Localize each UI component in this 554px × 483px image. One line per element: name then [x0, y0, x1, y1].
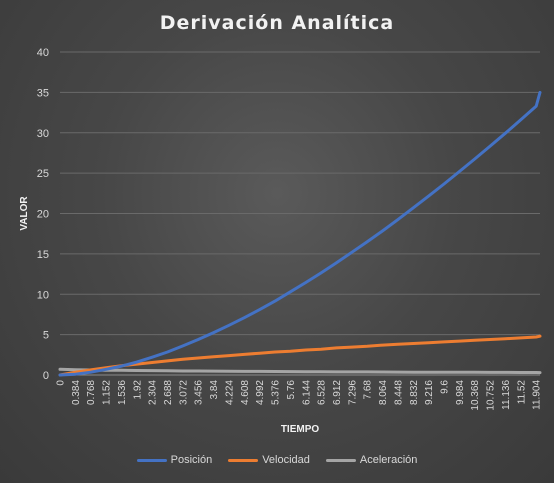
- x-tick-label: 6.144: [301, 380, 312, 405]
- x-tick-label: 4.992: [255, 380, 266, 405]
- x-tick-label: 5.376: [271, 380, 282, 405]
- x-tick-label: 10.368: [470, 380, 481, 411]
- x-tick-label: 8.064: [378, 380, 389, 405]
- x-tick-label: 2.688: [163, 380, 174, 405]
- y-tick-label: 5: [43, 330, 49, 342]
- chart-legend: Posición Velocidad Aceleración: [0, 454, 554, 466]
- x-tick-label: 11.136: [501, 380, 512, 410]
- legend-label: Velocidad: [262, 454, 310, 466]
- x-tick-label: 1.152: [102, 380, 113, 405]
- legend-entry: Velocidad: [228, 454, 310, 466]
- x-tick-label: 8.832: [409, 380, 420, 405]
- series-line-aceleración: [58, 367, 542, 375]
- x-tick-label: 3.072: [178, 380, 189, 405]
- y-tick-label: 30: [37, 128, 49, 140]
- y-tick-label: 20: [37, 209, 49, 221]
- x-tick-label: 3.84: [209, 380, 220, 400]
- x-tick-label: 4.608: [240, 380, 251, 405]
- chart-title: Derivación Analítica: [159, 12, 395, 34]
- series-line-posición: [58, 90, 542, 377]
- x-tick-label: 7.68: [363, 380, 374, 400]
- x-tick-label: 11.904: [532, 380, 543, 410]
- y-tick-label: 25: [37, 168, 49, 180]
- x-tick-label: 5.76: [286, 380, 297, 400]
- legend-label: Aceleración: [359, 454, 418, 466]
- y-tick-label: 35: [37, 87, 49, 99]
- legend-swatch: [228, 458, 259, 462]
- x-tick-label: 4.224: [224, 380, 235, 405]
- legend-label: Posición: [170, 454, 213, 466]
- x-tick-label: 8.448: [393, 380, 404, 405]
- x-tick-label: 11.52: [516, 380, 527, 405]
- x-tick-label: 9.6: [440, 380, 451, 394]
- x-tick-label: 3.456: [194, 380, 205, 405]
- y-axis-title: VALOR: [19, 196, 30, 231]
- x-tick-label: 0: [56, 380, 67, 386]
- x-tick-label: 7.296: [347, 380, 358, 405]
- y-tick-label: 10: [37, 289, 49, 301]
- x-tick-label: 10.752: [486, 380, 497, 411]
- y-tick-label: 40: [37, 47, 49, 59]
- x-tick-label: 1.92: [132, 380, 143, 400]
- series-line-velocidad: [58, 334, 542, 377]
- legend-entry: Posición: [136, 454, 213, 466]
- x-tick-label: 0.768: [86, 380, 97, 405]
- x-axis-title: TIEMPO: [281, 424, 320, 435]
- y-tick-label: 0: [43, 370, 49, 382]
- legend-entry: Aceleración: [325, 454, 418, 466]
- x-tick-label: 6.528: [317, 380, 328, 405]
- x-tick-label: 9.984: [455, 380, 466, 405]
- legend-swatch: [325, 458, 356, 462]
- y-tick-label: 15: [37, 249, 49, 261]
- x-tick-label: 9.216: [424, 380, 435, 405]
- x-tick-label: 2.304: [148, 380, 159, 405]
- legend-swatch: [136, 458, 167, 462]
- x-tick-label: 0.384: [71, 380, 82, 405]
- x-tick-label: 1.536: [117, 380, 128, 405]
- x-tick-label: 6.912: [332, 380, 343, 405]
